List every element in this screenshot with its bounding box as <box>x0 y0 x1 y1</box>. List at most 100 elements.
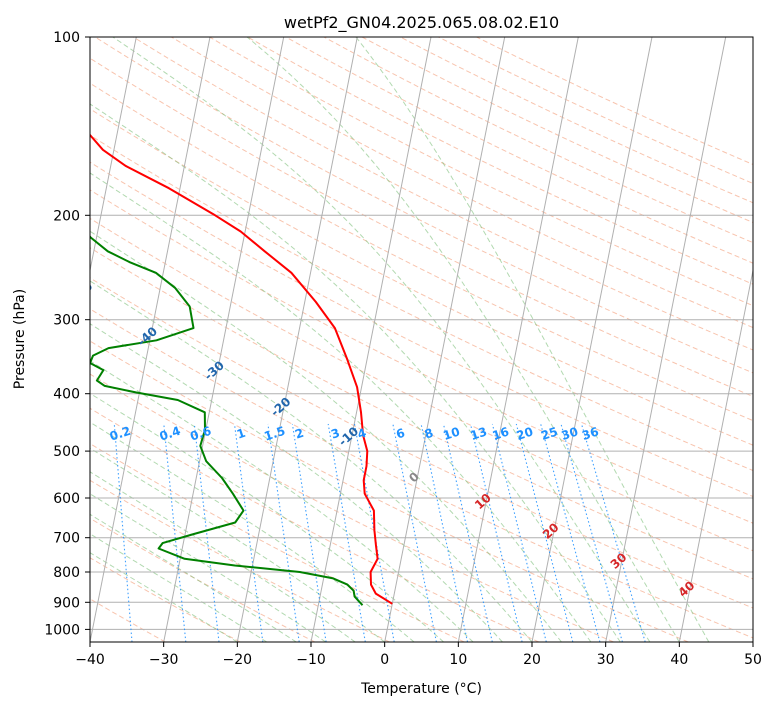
x-tick-label: −30 <box>149 652 179 668</box>
x-tick-label: 50 <box>744 652 762 668</box>
moist-adiabat <box>246 37 680 642</box>
dry-adiabat <box>90 108 753 446</box>
dry-adiabat <box>132 37 753 351</box>
mixing-ratio-line <box>515 423 574 642</box>
moist-adiabat <box>90 421 415 642</box>
mixing-ratio-label: 1.5 <box>262 424 287 444</box>
mixing-ratio-line <box>327 423 366 642</box>
y-tick-label: 600 <box>53 491 80 507</box>
dry-adiabat <box>90 308 753 639</box>
chart-title: wetPf2_GN04.2025.065.08.02.E10 <box>284 13 559 33</box>
dry-adiabat <box>90 217 753 552</box>
dry-adiabat <box>90 407 540 642</box>
dry-adiabat <box>361 37 753 224</box>
dry-adiabat <box>90 247 753 580</box>
y-tick-label: 700 <box>53 531 80 547</box>
moist-adiabat <box>90 392 444 642</box>
moist-adiabat <box>90 493 326 642</box>
mixing-ratio-line <box>353 423 395 642</box>
mixing-ratio-label: 30 <box>560 424 580 442</box>
mixing-ratio-line <box>291 423 327 642</box>
x-tick-label: 20 <box>523 652 541 668</box>
x-axis-title: Temperature (°C) <box>360 681 482 697</box>
x-tick-label: −40 <box>75 652 105 668</box>
mixing-ratio-lines <box>113 423 646 642</box>
y-tick-label: 300 <box>53 313 80 329</box>
mixing-ratio-line <box>442 423 493 642</box>
y-tick-label: 800 <box>53 565 80 581</box>
moist-adiabat <box>90 552 238 642</box>
mixing-ratio-line <box>163 423 187 642</box>
isotherm <box>163 37 285 642</box>
isotherm-label: -50 <box>70 279 95 304</box>
dry-adiabat <box>438 37 753 185</box>
mixing-ratio-line <box>113 423 133 642</box>
y-tick-label: 900 <box>53 595 80 611</box>
y-axis: 100 200 300 400 500 600 700 800 900 1000 <box>44 30 90 638</box>
plot-area: -100-90-80-70-60-50-40-30-20-10010203040… <box>70 37 753 642</box>
dry-adiabat <box>209 37 753 307</box>
mixing-ratio-label: 0.2 <box>108 424 133 444</box>
dry-adiabats <box>90 37 753 642</box>
dry-adiabat <box>90 517 315 642</box>
isotherm <box>531 37 653 642</box>
mixing-ratio-label: 10 <box>441 424 461 442</box>
isotherm <box>605 37 727 642</box>
mixing-ratio-label: 2 <box>293 426 305 442</box>
x-tick-label: 0 <box>380 652 389 668</box>
x-tick-label: −10 <box>296 652 326 668</box>
plot-frame <box>89 36 754 643</box>
isotherm <box>678 267 753 642</box>
x-tick-label: 40 <box>670 652 688 668</box>
dry-adiabat <box>90 134 753 472</box>
moist-adiabat <box>355 37 710 642</box>
dry-adiabat <box>90 82 753 422</box>
isotherm <box>310 37 432 642</box>
dry-adiabat <box>94 37 753 374</box>
moist-adiabat <box>90 323 503 642</box>
x-tick-label: 10 <box>449 652 467 668</box>
isotherm <box>90 37 137 273</box>
mixing-ratio-label: 13 <box>469 424 489 442</box>
y-tick-label: 500 <box>53 444 80 460</box>
grid-lines <box>90 37 753 642</box>
isotherm <box>457 37 579 642</box>
mixing-ratio-line <box>392 423 437 642</box>
mixing-ratio-label: 25 <box>539 424 559 442</box>
mixing-ratio-label: 0.6 <box>188 424 213 444</box>
mixing-ratio-line <box>491 423 547 642</box>
dry-adiabat <box>90 57 753 397</box>
dry-adiabat <box>247 37 753 285</box>
mixing-ratio-line <box>193 423 220 642</box>
isotherm <box>236 37 358 642</box>
isotherm <box>90 37 211 642</box>
mixing-ratio-line <box>560 423 623 642</box>
moist-adiabat <box>90 172 592 642</box>
y-tick-label: 400 <box>53 387 80 403</box>
mixing-ratio-label: 3 <box>329 426 341 442</box>
mixing-ratio-label: 20 <box>515 424 535 442</box>
y-tick-label: 100 <box>53 30 80 46</box>
mixing-ratio-line <box>469 423 523 642</box>
x-tick-label: −20 <box>223 652 253 668</box>
x-tick-label: 30 <box>597 652 615 668</box>
dry-adiabat <box>90 479 390 642</box>
mixing-ratio-label: 6 <box>394 426 406 442</box>
mixing-ratio-line <box>580 423 646 642</box>
dry-adiabat <box>90 189 753 524</box>
mixing-ratio-label: 36 <box>580 424 600 442</box>
moist-adiabat <box>90 533 268 642</box>
y-tick-label: 200 <box>53 208 80 224</box>
mixing-ratio-label: 1 <box>235 426 247 442</box>
mixing-ratio-label: 8 <box>423 426 435 442</box>
dry-adiabat <box>400 37 753 204</box>
mixing-ratio-line <box>267 423 300 642</box>
y-tick-label: 1000 <box>44 622 80 638</box>
mixing-ratio-line <box>420 423 469 642</box>
profile-series <box>90 133 393 606</box>
isotherm <box>384 37 506 642</box>
dewpoint-line <box>90 235 364 606</box>
mixing-ratio-label: 0.4 <box>158 424 183 444</box>
